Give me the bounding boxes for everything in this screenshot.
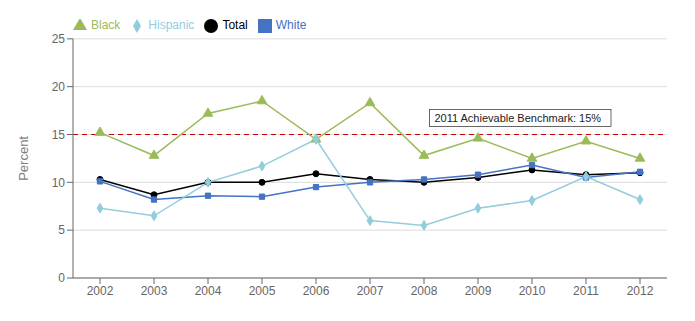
svg-text:2005: 2005: [249, 284, 276, 298]
svg-text:2003: 2003: [141, 284, 168, 298]
svg-text:2009: 2009: [465, 284, 492, 298]
svg-text:2007: 2007: [357, 284, 384, 298]
svg-text:20: 20: [52, 80, 66, 94]
html-text:White: White: [275, 18, 307, 32]
svg-text:2011 Achievable Benchmark: 15%: 2011 Achievable Benchmark: 15%: [434, 112, 601, 124]
svg-text:2010: 2010: [519, 284, 546, 298]
svg-text:2002: 2002: [87, 284, 114, 298]
svg-text:2012: 2012: [627, 284, 654, 298]
svg-text:10: 10: [52, 176, 66, 190]
svg-text:2004: 2004: [195, 284, 222, 298]
svg-text:2006: 2006: [303, 284, 330, 298]
svg-text:5: 5: [58, 223, 65, 237]
svg-text:25: 25: [52, 32, 66, 46]
svg-text:Percent: Percent: [16, 136, 31, 181]
html-text:Total: Total: [222, 18, 248, 32]
svg-text:2008: 2008: [411, 284, 438, 298]
svg-text:0: 0: [58, 271, 65, 285]
html-text:Black: Black: [91, 18, 121, 32]
html-text:Hispanic: Hispanic: [148, 18, 195, 32]
svg-text:15: 15: [52, 128, 66, 142]
svg-text:2011: 2011: [573, 284, 599, 298]
